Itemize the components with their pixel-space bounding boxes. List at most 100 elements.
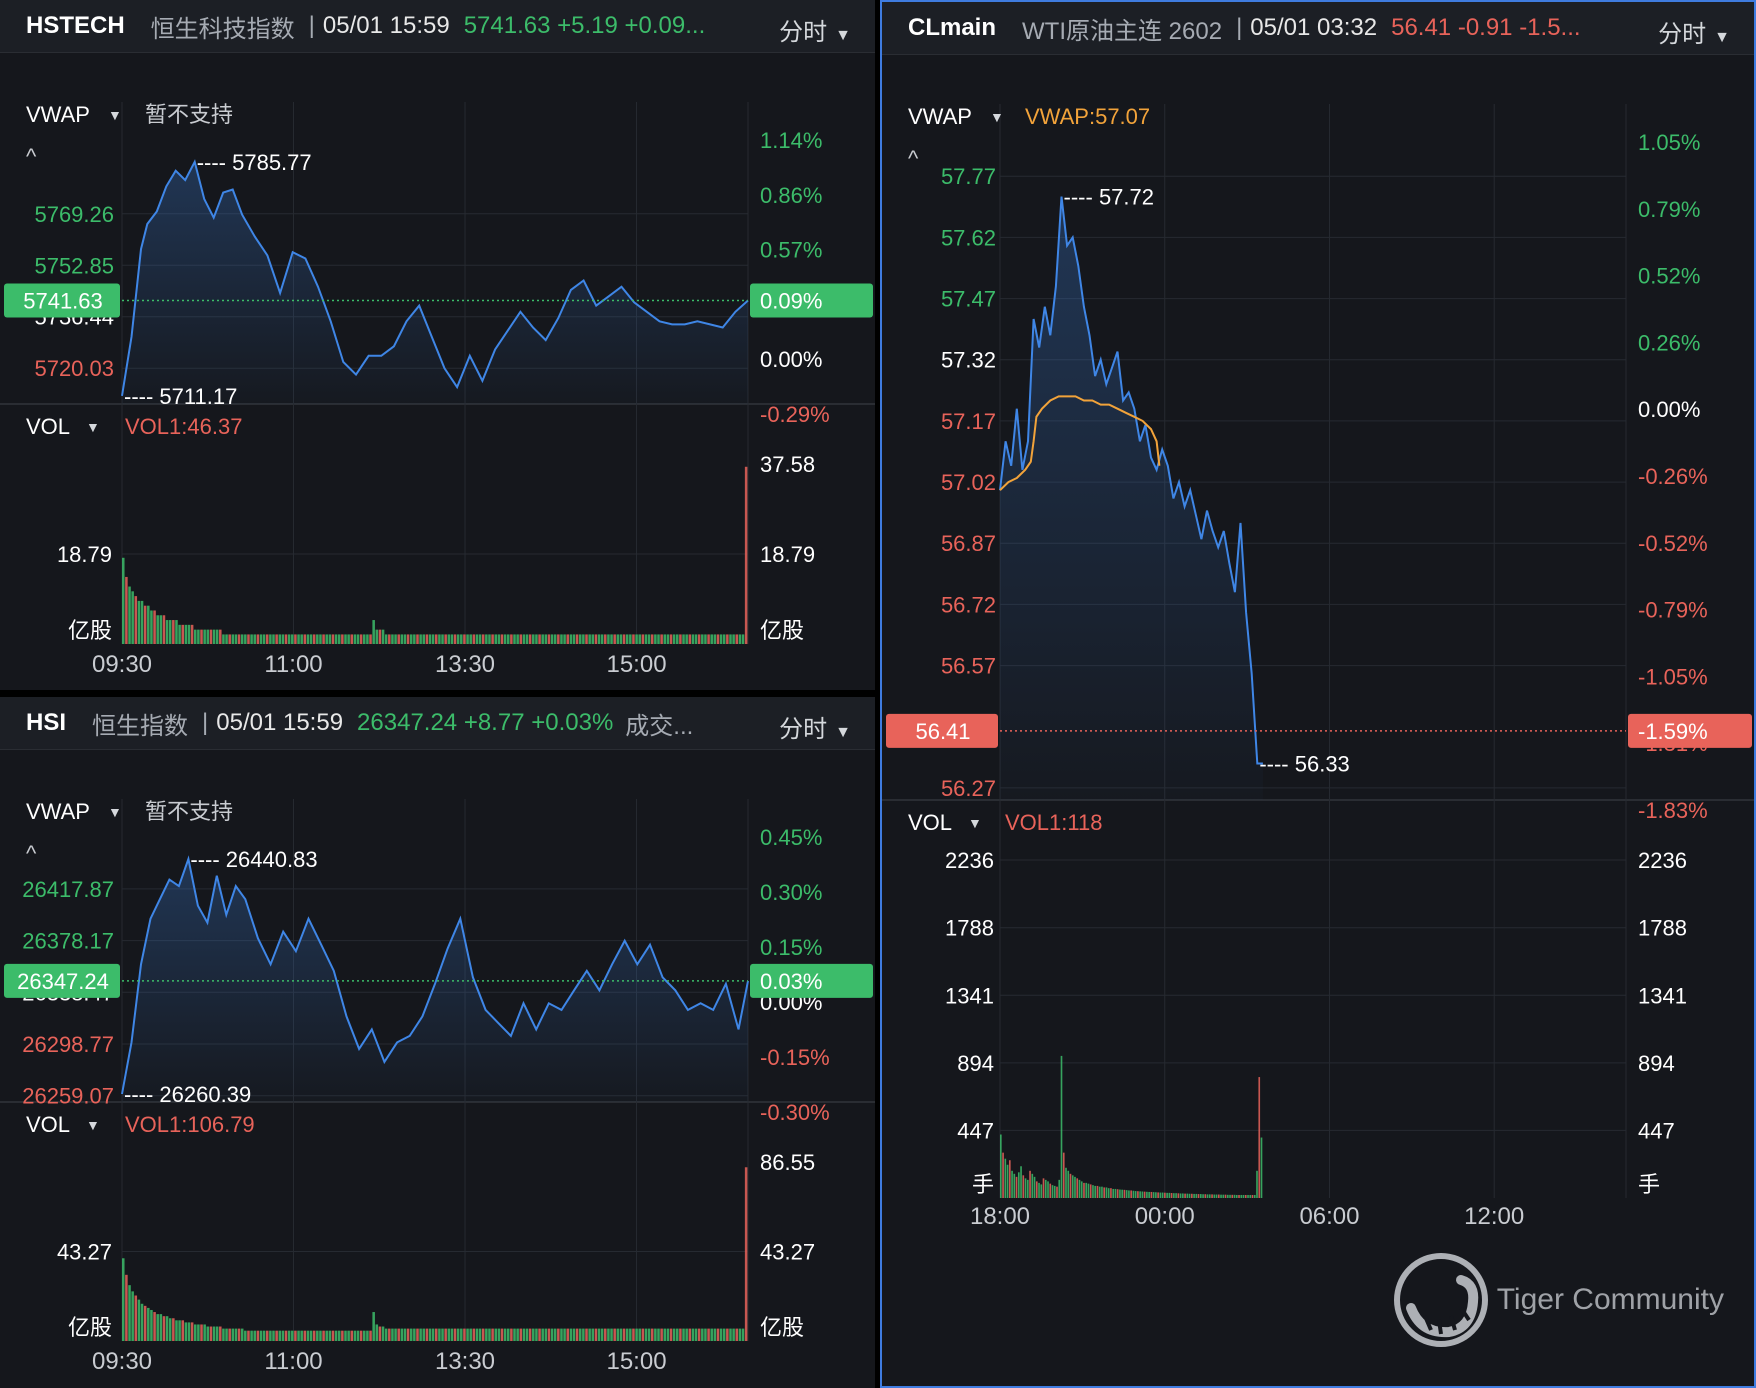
volume-bar xyxy=(1152,1192,1155,1198)
volume-bar xyxy=(525,1328,529,1341)
volume-bar xyxy=(1080,1181,1083,1198)
volume-bar xyxy=(572,1328,576,1341)
volume-bar xyxy=(253,634,256,644)
volume-bar xyxy=(635,1328,638,1341)
volume-bar xyxy=(1238,1194,1240,1198)
last-price-tag xyxy=(4,963,120,998)
volume-bar xyxy=(128,1285,131,1341)
volume-bar xyxy=(485,1328,488,1341)
divider: | xyxy=(202,709,209,736)
period-selector[interactable]: 分时 ▼ xyxy=(779,709,851,744)
y-tick-label: 56.72 xyxy=(941,592,996,617)
x-tick-label: 12:00 xyxy=(1464,1203,1524,1230)
period-selector[interactable]: 分时 ▼ xyxy=(1658,14,1730,49)
volume-bar xyxy=(522,1328,526,1341)
volume-bar xyxy=(212,629,216,644)
volume-bar xyxy=(403,634,407,644)
volume-value: VOL1:46.37 xyxy=(125,414,242,439)
volume-bar xyxy=(566,1328,569,1341)
period-selector[interactable]: 分时 ▼ xyxy=(779,12,851,47)
volume-bar xyxy=(359,634,363,644)
price-change: 56.41 -0.91 -1.5... xyxy=(1391,14,1581,41)
x-tick-label: 13:30 xyxy=(435,651,495,678)
volume-bar xyxy=(322,1330,325,1341)
volume-bar xyxy=(538,634,541,644)
volume-bar xyxy=(550,1328,554,1341)
volume-bar xyxy=(1067,1170,1070,1198)
volume-bar xyxy=(265,634,269,644)
volume-bar xyxy=(578,634,582,644)
x-tick-label: 15:00 xyxy=(606,1348,666,1375)
volume-bar xyxy=(644,634,648,644)
volume-bar xyxy=(616,634,620,644)
chevron-down-icon: ▼ xyxy=(990,109,1004,125)
volume-bar xyxy=(688,634,692,644)
volume-bar xyxy=(600,1328,604,1341)
y-tick-label: 26417.87 xyxy=(22,877,114,902)
volume-bar xyxy=(738,1328,742,1341)
volume-bar xyxy=(316,634,319,644)
volume-bar xyxy=(575,1328,579,1341)
volume-bar xyxy=(669,634,673,644)
volume-bar xyxy=(406,634,410,644)
volume-bar xyxy=(247,1330,250,1341)
volume-bar xyxy=(291,1330,294,1341)
volume-bar xyxy=(647,634,651,644)
volume-bar xyxy=(563,634,566,644)
volume-bar xyxy=(347,634,350,644)
volume-bar xyxy=(1056,1186,1058,1198)
symbol[interactable]: HSTECH xyxy=(26,12,125,39)
symbol[interactable]: HSI xyxy=(26,709,67,736)
volume-bar xyxy=(697,634,701,644)
x-tick-label: 13:30 xyxy=(435,1348,495,1375)
volume-bar xyxy=(647,1328,651,1341)
volume-bar xyxy=(453,634,457,644)
y-pct-label: 0.26% xyxy=(1638,330,1700,355)
volume-bar xyxy=(638,1328,641,1341)
volume-unit: 亿股 xyxy=(760,1315,804,1340)
volume-bar xyxy=(237,1328,241,1341)
volume-bar xyxy=(607,634,610,644)
volume-bar xyxy=(1038,1182,1040,1198)
volume-bar xyxy=(140,600,144,644)
volume-bar xyxy=(663,634,667,644)
low-label: ---- 5711.17 xyxy=(124,384,237,409)
volume-bar xyxy=(416,634,419,644)
volume-bar xyxy=(1094,1185,1097,1198)
volume-bar xyxy=(162,615,166,644)
volume-bar xyxy=(625,1328,629,1341)
volume-bar xyxy=(391,634,394,644)
volume-bar xyxy=(1110,1188,1112,1198)
volume-bar xyxy=(328,1330,332,1341)
volume-bar xyxy=(679,634,682,644)
price-line xyxy=(121,855,749,1095)
volume-bar xyxy=(1008,1160,1011,1198)
volume-bar xyxy=(629,634,632,644)
volume-bar xyxy=(535,634,538,644)
volume-bar xyxy=(622,1328,626,1341)
volume-bar xyxy=(713,634,717,644)
volume-unit: 手 xyxy=(972,1172,994,1197)
volume-bar xyxy=(178,624,181,644)
volume-bar xyxy=(1040,1184,1043,1198)
volume-bar xyxy=(300,1330,303,1341)
volume-bar xyxy=(281,1330,285,1341)
volume-bar xyxy=(450,634,454,644)
volume-bar xyxy=(259,1330,263,1341)
volume-bar xyxy=(334,634,338,644)
volume-bar xyxy=(341,1330,344,1341)
volume-bar xyxy=(206,1326,210,1341)
panel-header: HSTECH 恒生科技指数 | 05/01 15:59 5741.63 +5.1… xyxy=(0,0,875,53)
symbol[interactable]: CLmain xyxy=(908,14,997,41)
volume-bar xyxy=(629,1328,632,1341)
volume-bar xyxy=(215,629,219,644)
volume-bar xyxy=(466,634,469,644)
volume-bar xyxy=(297,1330,300,1341)
volume-bar xyxy=(131,1291,134,1341)
volume-bar xyxy=(413,634,416,644)
turnover: 成交... xyxy=(625,712,694,740)
volume-bar xyxy=(319,634,322,644)
volume-bar xyxy=(650,1328,654,1341)
volume-bar xyxy=(428,1328,432,1341)
panel-header: CLmain WTI原油主连 2602 | 05/01 03:32 56.41 … xyxy=(882,2,1754,55)
